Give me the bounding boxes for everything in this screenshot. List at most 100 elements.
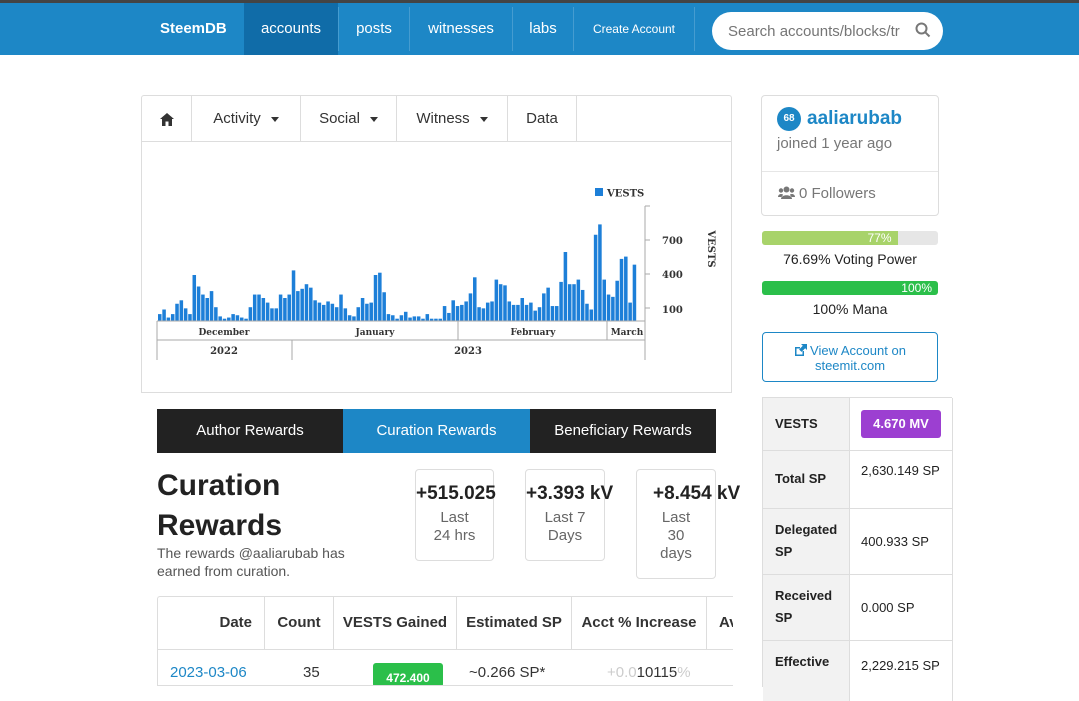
chart-bar[interactable] [296,291,300,321]
chart-bar[interactable] [455,306,460,321]
col-header-pct[interactable]: Acct % Increase [572,597,707,649]
chart-bar[interactable] [261,298,266,321]
nav-labs[interactable]: labs [529,20,557,37]
nav-witnesses[interactable]: witnesses [428,20,494,37]
chart-bar[interactable] [447,312,451,321]
chart-bar[interactable] [222,318,227,321]
chart-bar[interactable] [343,308,348,321]
chart-bar[interactable] [460,304,464,321]
view-on-steemit-button[interactable]: View Account on steemit.com [762,332,938,382]
chart-bar[interactable] [442,306,447,321]
chart-bar[interactable] [386,314,391,321]
nav-posts[interactable]: posts [356,20,392,37]
nav-create-account[interactable]: Create Account [592,22,676,36]
chart-bar[interactable] [235,315,240,321]
chart-bar[interactable] [473,277,477,321]
chart-bar[interactable] [317,302,322,321]
chart-bar[interactable] [477,307,481,321]
chart-bar[interactable] [391,315,395,321]
tab-data[interactable]: Data [508,96,577,141]
followers-link[interactable]: 0 Followers [778,185,876,202]
chart-bar[interactable] [507,301,512,321]
chart-bar[interactable] [369,302,373,321]
chart-bar[interactable] [425,314,430,321]
chart-bar[interactable] [326,301,330,321]
chart-bar[interactable] [481,308,486,321]
chart-bar[interactable] [270,308,274,321]
chart-bar[interactable] [511,304,516,321]
chart-bar[interactable] [408,317,412,321]
chart-bar[interactable] [567,284,572,321]
chart-bar[interactable] [550,306,555,321]
chart-bar[interactable] [188,314,192,321]
chart-bar[interactable] [628,302,632,321]
chart-bar[interactable] [274,308,279,321]
chart-bar[interactable] [490,301,494,321]
chart-bar[interactable] [555,306,559,321]
chart-bar[interactable] [429,318,434,321]
chart-bar[interactable] [248,307,253,321]
chart-bar[interactable] [352,316,356,321]
chart-bar[interactable] [533,310,537,321]
chart-bar[interactable] [606,294,611,321]
chart-bar[interactable] [602,279,606,321]
chart-bar[interactable] [498,284,503,321]
chart-bar[interactable] [179,300,184,321]
chart-bar[interactable] [158,314,162,321]
chart-bar[interactable] [334,307,339,321]
chart-bar[interactable] [227,317,231,321]
brand-link[interactable]: SteemDB [160,20,227,37]
chart-bar[interactable] [576,279,581,321]
chart-bar[interactable] [619,258,624,321]
chart-bar[interactable] [201,294,205,321]
chart-bar[interactable] [421,318,425,321]
chart-bar[interactable] [537,307,542,321]
chart-bar[interactable] [632,264,637,321]
chart-bar[interactable] [485,302,490,321]
chart-bar[interactable] [593,234,598,321]
chart-bar[interactable] [300,288,304,321]
chart-bar[interactable] [598,224,602,321]
chart-bar[interactable] [356,307,361,321]
tab-social[interactable]: Social [301,96,397,141]
col-header-avg[interactable]: Av [719,614,733,631]
chart-bar[interactable] [503,285,507,321]
chart-bar[interactable] [378,272,382,321]
chart-bar[interactable] [373,275,378,321]
chart-bar[interactable] [529,302,533,321]
tab-curation-rewards[interactable]: Curation Rewards [343,409,530,453]
chart-bar[interactable] [611,296,615,321]
chart-bar[interactable] [330,303,335,321]
chart-bar[interactable] [438,318,443,321]
chart-bar[interactable] [615,280,619,321]
chart-bar[interactable] [580,289,585,321]
chart-bar[interactable] [520,298,525,321]
chart-bar[interactable] [347,315,352,321]
chart-bar[interactable] [451,300,455,321]
chart-bar[interactable] [170,314,175,321]
chart-bar[interactable] [434,318,438,321]
chart-bar[interactable] [382,292,386,321]
chart-bar[interactable] [339,294,343,321]
tab-activity[interactable]: Activity [192,96,301,141]
chart-bar[interactable] [239,317,244,321]
chart-bar[interactable] [283,298,287,321]
tab-home[interactable] [142,96,192,141]
chart-bar[interactable] [252,294,257,321]
chart-bar[interactable] [214,307,218,321]
chart-bar[interactable] [412,316,417,321]
chart-bar[interactable] [360,298,365,321]
col-header-count[interactable]: Count [265,597,334,649]
chart-bar[interactable] [624,256,628,321]
chart-bar[interactable] [399,315,404,321]
chart-bar[interactable] [218,316,222,321]
col-header-date[interactable]: Date [158,597,265,649]
tab-author-rewards[interactable]: Author Rewards [157,409,343,453]
chart-bar[interactable] [494,279,499,321]
chart-bar[interactable] [231,314,235,321]
chart-bar[interactable] [416,316,421,321]
search-icon[interactable] [915,22,931,38]
chart-bar[interactable] [278,294,283,321]
chart-bar[interactable] [196,286,201,322]
chart-bar[interactable] [546,287,550,321]
